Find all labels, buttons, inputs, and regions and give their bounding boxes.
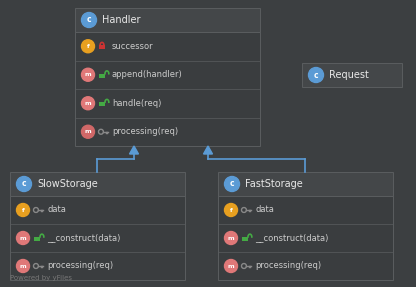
Text: Handler: Handler [102, 15, 141, 25]
Text: m: m [85, 72, 92, 77]
Text: successor: successor [112, 42, 154, 51]
Text: m: m [228, 263, 234, 269]
FancyBboxPatch shape [75, 32, 260, 146]
Text: f: f [230, 208, 233, 212]
Circle shape [82, 68, 94, 81]
Circle shape [17, 232, 30, 245]
Text: f: f [87, 44, 89, 49]
Circle shape [309, 67, 324, 82]
Circle shape [17, 177, 32, 191]
Polygon shape [129, 146, 139, 154]
Text: Powered by yFiles: Powered by yFiles [10, 275, 72, 281]
Circle shape [225, 259, 238, 272]
Text: handle(req): handle(req) [112, 99, 161, 108]
Circle shape [225, 232, 238, 245]
Text: m: m [20, 263, 26, 269]
FancyBboxPatch shape [218, 196, 393, 280]
Text: c: c [87, 15, 92, 24]
FancyBboxPatch shape [10, 196, 185, 280]
Text: m: m [228, 236, 234, 241]
FancyBboxPatch shape [99, 45, 105, 49]
Circle shape [82, 13, 97, 28]
FancyBboxPatch shape [34, 237, 40, 241]
Text: append(handler): append(handler) [112, 70, 183, 79]
Text: Request: Request [329, 70, 369, 80]
FancyBboxPatch shape [75, 8, 260, 32]
Text: FastStorage: FastStorage [245, 179, 303, 189]
FancyBboxPatch shape [99, 74, 105, 78]
Text: processing(req): processing(req) [255, 261, 321, 271]
Text: m: m [20, 236, 26, 241]
Polygon shape [203, 146, 213, 154]
Text: data: data [255, 205, 274, 214]
Text: processing(req): processing(req) [112, 127, 178, 136]
Circle shape [17, 203, 30, 216]
Circle shape [82, 97, 94, 110]
Circle shape [82, 40, 94, 53]
FancyBboxPatch shape [242, 237, 248, 241]
Text: __construct(data): __construct(data) [47, 234, 120, 243]
Circle shape [225, 177, 240, 191]
Text: c: c [314, 71, 318, 79]
Text: m: m [85, 101, 92, 106]
Text: m: m [85, 129, 92, 134]
FancyBboxPatch shape [99, 102, 105, 106]
Text: __construct(data): __construct(data) [255, 234, 328, 243]
Text: processing(req): processing(req) [47, 261, 113, 271]
FancyBboxPatch shape [218, 172, 393, 196]
FancyBboxPatch shape [10, 172, 185, 196]
Circle shape [17, 259, 30, 272]
Text: c: c [22, 179, 26, 189]
Text: f: f [22, 208, 25, 212]
Text: c: c [230, 179, 234, 189]
Text: SlowStorage: SlowStorage [37, 179, 98, 189]
Circle shape [82, 125, 94, 138]
FancyBboxPatch shape [302, 63, 402, 87]
Text: data: data [47, 205, 66, 214]
Circle shape [225, 203, 238, 216]
